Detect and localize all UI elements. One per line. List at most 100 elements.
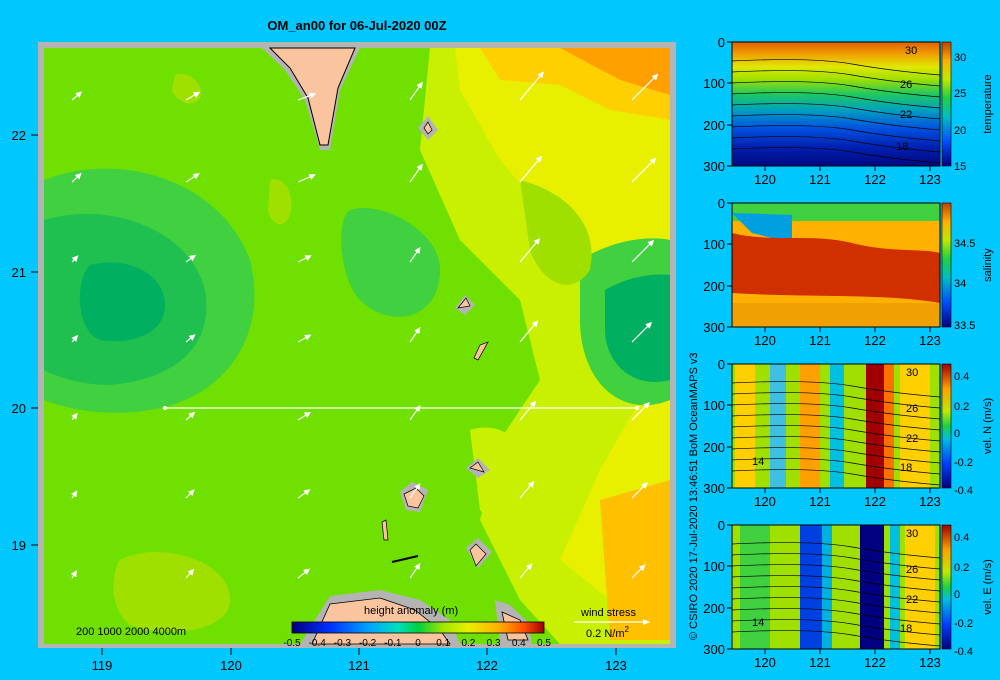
panel-lon-label: 121 (809, 494, 831, 509)
map-title: OM_an00 for 06-Jul-2020 00Z (267, 18, 446, 33)
wind-arrowhead (414, 482, 421, 491)
colorbar-tick-label: 0.4 (512, 638, 526, 649)
depth-label: 0 (718, 35, 725, 50)
isotherm (731, 403, 941, 420)
height-colorbar (291, 621, 545, 634)
colorbar-tick-label: 0.1 (436, 638, 450, 649)
path-003 (732, 233, 940, 303)
wind-arrowhead (416, 81, 423, 89)
contour-label: 14 (752, 456, 764, 468)
panel-lon-label: 122 (864, 333, 886, 348)
depth-label: 300 (703, 642, 725, 657)
wind-arrowhead (187, 489, 195, 497)
wind-arrowhead (193, 91, 201, 98)
colorbar-tick-label: -0.4 (954, 485, 973, 497)
section-panel-4: 30 26 22 14 18 0 100 200 300 120 121 122 123 0.4 0.2 0 -… (703, 518, 994, 670)
wind-arrowhead (525, 563, 533, 571)
rect-003 (900, 364, 930, 488)
depth-label: 0 (718, 518, 725, 533)
panel-colorbar (941, 524, 952, 650)
panel-lon-label: 120 (754, 333, 776, 348)
wind-arrowhead (643, 402, 650, 409)
panel-lon-label: 122 (864, 494, 886, 509)
isotherm (731, 59, 941, 76)
colorbar-tick-label: 0.2 (954, 562, 969, 574)
depth-label: 300 (703, 159, 725, 174)
isotherm (731, 564, 941, 581)
panel-lon-label: 120 (754, 655, 776, 670)
contour-band-04 (560, 48, 670, 95)
isotherm (731, 436, 941, 453)
contour-label: 22 (906, 433, 918, 445)
colorbar-tick-label: 0.2 (461, 638, 475, 649)
island (457, 297, 471, 309)
colorbar-tick-label: 34 (954, 278, 966, 290)
depth-label: 300 (703, 320, 725, 335)
depth-label: 200 (703, 440, 725, 455)
contour-band-08 (79, 262, 165, 342)
panel-lon-label: 122 (864, 172, 886, 187)
wind-arrowhead (187, 568, 195, 576)
wind-arrowhead (414, 246, 421, 255)
contour-label: 18 (900, 462, 912, 474)
rect-003 (860, 525, 884, 649)
isotherm (731, 553, 941, 570)
map-lon-label: 122 (476, 658, 498, 673)
colorbar-label: height anomaly (m) (364, 605, 458, 617)
height-colorbar-ticks: -0.5 -0.4 -0.3 -0.2 -0.1 0 0.1 0.2 0.3 0.4 0.5 (283, 638, 551, 649)
contour-band-09 (341, 208, 440, 317)
wind-arrowhead (527, 480, 535, 488)
rect-003 (770, 364, 786, 488)
wind-arrowhead (529, 400, 537, 408)
path-002 (732, 213, 792, 243)
depth-legend: 200 1000 2000 4000m (76, 626, 186, 638)
map-lon-label: 121 (348, 658, 370, 673)
wind-arrowhead (74, 172, 82, 180)
rect-003 (890, 525, 900, 649)
wind-arrowhead (70, 570, 77, 578)
wind-arrowhead (303, 489, 311, 496)
panel-colorbar (941, 202, 952, 328)
contour-label: 14 (752, 617, 764, 629)
panel-label: vel. N (m/s) (982, 398, 994, 454)
isotherm (731, 70, 941, 87)
isotherm (731, 586, 941, 603)
colorbar-tick-label: -0.2 (954, 457, 973, 469)
panel-frame (731, 524, 941, 650)
isotherm (731, 136, 941, 153)
rect-003 (822, 525, 832, 649)
wind-arrowhead (188, 334, 196, 341)
isotherm (731, 619, 941, 636)
wind-arrowhead (414, 404, 421, 413)
depth-label: 0 (718, 196, 725, 211)
wind-arrowhead (303, 411, 312, 418)
isotherm (731, 81, 941, 98)
panel-frame (731, 202, 941, 328)
contour-label: 22 (906, 594, 918, 606)
isotherm (731, 469, 941, 486)
colorbar-tick-label: -0.1 (384, 638, 402, 649)
contour-band-12 (520, 180, 592, 285)
wind-arrowhead (71, 412, 78, 420)
island (473, 341, 489, 361)
island (381, 519, 389, 541)
colorbar-tick-label: 0.3 (487, 638, 501, 649)
panel-lon-label: 121 (809, 655, 831, 670)
isotherm (731, 425, 941, 442)
contour-label: 26 (906, 403, 918, 415)
contour-label: 30 (906, 367, 918, 379)
island (423, 121, 433, 135)
depth-label: 300 (703, 481, 725, 496)
colorbar-tick-label: 15 (954, 161, 966, 173)
section-panel-3: 30 26 22 14 18 0 100 200 300 120 121 122 123 0.4 0.2 0 -… (703, 357, 994, 509)
colorbar-tick-label: -0.3 (334, 638, 352, 649)
section-panel-2: 0 100 200 300 120 121 122 123 34.5 34 33.5 salinity (703, 196, 994, 348)
colorbar-tick-label: 0.5 (537, 638, 551, 649)
wind-arrowhead (638, 564, 646, 572)
wind-arrowhead (71, 490, 78, 498)
isotherm (731, 608, 941, 625)
map-longitude-labels: 119 120 121 122 123 (92, 648, 627, 673)
isotherm (731, 125, 941, 142)
isotherm (731, 458, 941, 475)
